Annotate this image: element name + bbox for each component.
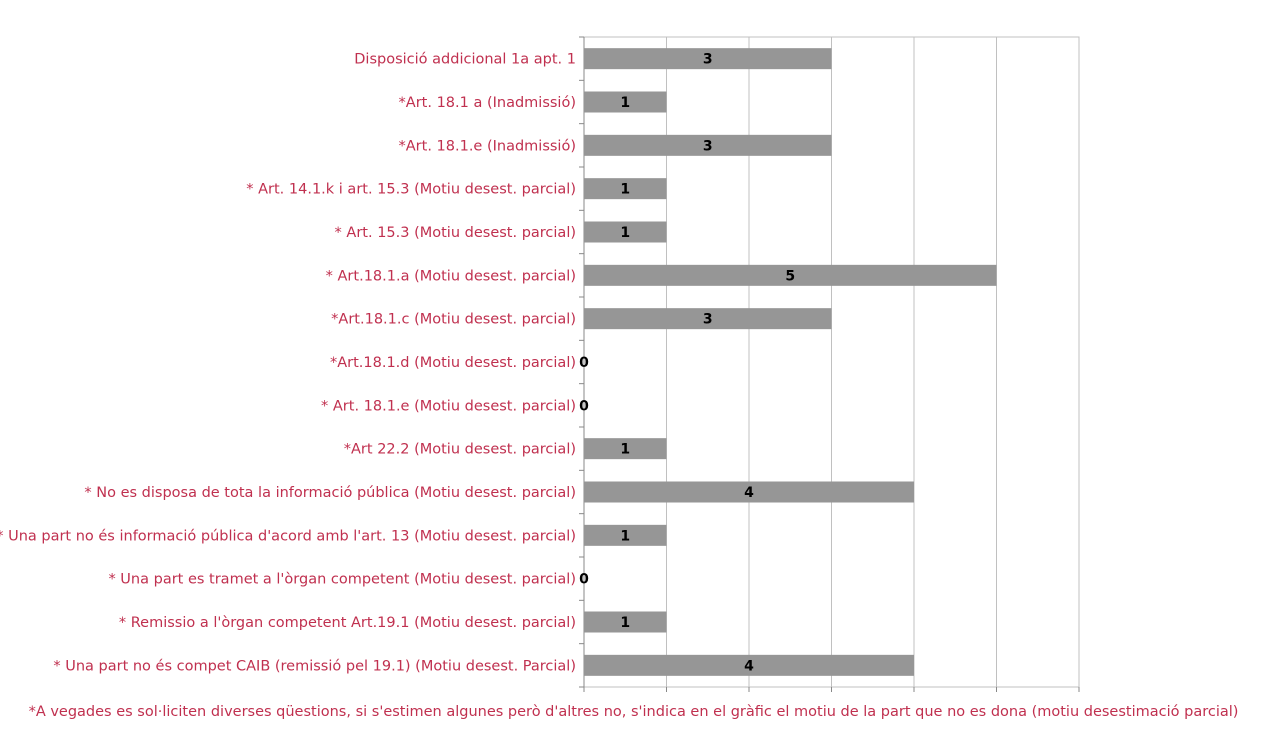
category-label: * Remissio a l'òrgan competent Art.19.1 … <box>119 615 576 631</box>
value-label: 3 <box>703 312 713 328</box>
value-label: 3 <box>703 52 713 68</box>
category-label: Disposició addicional 1a apt. 1 <box>354 52 576 68</box>
category-label: * No es disposa de tota la informació pú… <box>84 485 576 501</box>
value-label: 0 <box>579 572 589 588</box>
bar <box>584 134 832 156</box>
value-label: 4 <box>744 658 754 674</box>
bar <box>584 524 667 546</box>
category-label: * Una part no és informació pública d'ac… <box>0 528 576 544</box>
bar <box>584 438 667 460</box>
gridlines <box>666 37 1080 687</box>
category-label: * Art.18.1.a (Motiu desest. parcial) <box>326 268 576 284</box>
value-label: 4 <box>744 485 754 501</box>
category-label: * Una part es tramet a l'òrgan competent… <box>108 572 576 588</box>
category-label: *Art. 18.1.e (Inadmissió) <box>399 138 577 154</box>
bar <box>584 178 667 200</box>
bar <box>584 654 914 676</box>
category-label: * Art. 15.3 (Motiu desest. parcial) <box>335 225 576 241</box>
category-labels: Disposició addicional 1a apt. 1 *Art. 18.… <box>0 52 576 675</box>
value-label: 0 <box>579 398 589 414</box>
bar-chart: Disposició addicional 1a apt. 1 *Art. 18.… <box>0 36 1080 692</box>
plot-frame <box>579 36 1080 692</box>
bar <box>584 308 832 330</box>
bar <box>584 221 667 243</box>
value-label: 1 <box>620 442 630 458</box>
value-label: 1 <box>620 615 630 631</box>
value-label: 1 <box>620 95 630 111</box>
value-label: 1 <box>620 225 630 241</box>
value-label: 0 <box>579 355 589 371</box>
value-label: 1 <box>620 182 630 198</box>
chart-footnote: *A vegades es sol·liciten diverses qüest… <box>28 704 1239 720</box>
value-label: 3 <box>703 138 713 154</box>
value-label: 1 <box>620 528 630 544</box>
bars <box>584 48 997 676</box>
category-label: * Art. 18.1.e (Motiu desest. parcial) <box>321 398 576 414</box>
category-label: *Art.18.1.d (Motiu desest. parcial) <box>330 355 576 371</box>
value-label: 5 <box>785 268 795 284</box>
category-label: * Art. 14.1.k i art. 15.3 (Motiu desest.… <box>246 182 576 198</box>
category-label: *Art 22.2 (Motiu desest. parcial) <box>344 442 576 458</box>
bar <box>584 481 914 503</box>
bar <box>584 91 667 113</box>
category-label: *Art.18.1.c (Motiu desest. parcial) <box>331 312 576 328</box>
value-labels: 3 1 3 1 1 5 3 0 0 1 4 1 0 1 4 <box>579 52 795 675</box>
category-label: *Art. 18.1 a (Inadmissió) <box>399 95 576 111</box>
bar <box>584 264 997 286</box>
category-label: * Una part no és compet CAIB (remissió p… <box>53 658 576 674</box>
bar <box>584 48 832 70</box>
bar <box>584 611 667 633</box>
